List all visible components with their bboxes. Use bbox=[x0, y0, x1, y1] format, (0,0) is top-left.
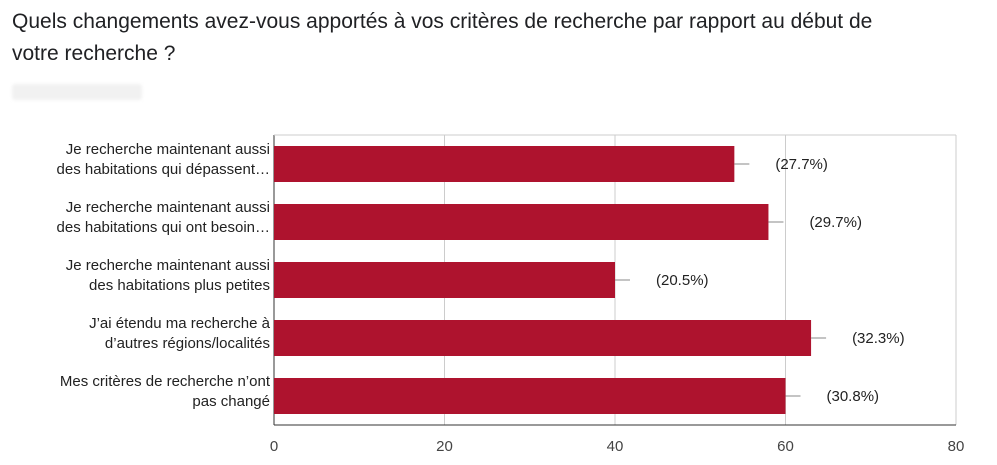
category-label: pas changé bbox=[192, 393, 270, 410]
value-label: (32.3%) bbox=[852, 330, 905, 347]
category-label: Je recherche maintenant aussi bbox=[66, 257, 270, 274]
category-label: des habitations plus petites bbox=[89, 277, 270, 294]
chart-title-line-2: votre recherche ? bbox=[12, 42, 176, 65]
bar bbox=[274, 320, 812, 356]
category-label: des habitations qui ont besoin… bbox=[57, 219, 270, 236]
bar bbox=[274, 204, 769, 240]
category-label: Je recherche maintenant aussi bbox=[66, 199, 270, 216]
response-count-placeholder bbox=[12, 84, 142, 100]
chart-title-line-1: Quels changements avez-vous apportés à v… bbox=[12, 10, 873, 33]
bars bbox=[274, 146, 827, 414]
value-label: (20.5%) bbox=[656, 272, 709, 289]
category-label: J’ai étendu ma recherche à bbox=[89, 315, 271, 332]
bar bbox=[274, 146, 735, 182]
category-label: des habitations qui dépassent… bbox=[57, 161, 270, 178]
x-tick-label: 80 bbox=[948, 438, 965, 455]
chart-title: Quels changements avez-vous apportés à v… bbox=[12, 6, 987, 70]
value-label: (30.8%) bbox=[827, 388, 880, 405]
category-label: Je recherche maintenant aussi bbox=[66, 141, 270, 158]
bar bbox=[274, 378, 786, 414]
x-tick-label: 60 bbox=[777, 438, 794, 455]
value-label: (29.7%) bbox=[809, 214, 862, 231]
x-tick-label: 20 bbox=[436, 438, 453, 455]
labels: 0 20 40 60 80 (27.7%) Je recherche maintenant … bbox=[57, 141, 965, 455]
category-label: Mes critères de recherche n’ont bbox=[60, 373, 271, 390]
x-tick-label: 0 bbox=[270, 438, 278, 455]
x-tick-label: 40 bbox=[607, 438, 624, 455]
category-label: d’autres régions/localités bbox=[105, 335, 270, 352]
bar bbox=[274, 262, 615, 298]
value-label: (27.7%) bbox=[775, 156, 828, 173]
